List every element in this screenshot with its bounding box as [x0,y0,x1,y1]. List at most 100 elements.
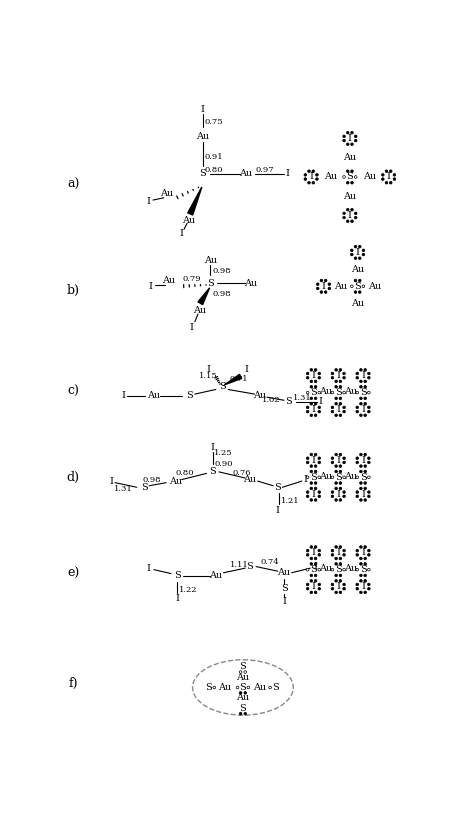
Text: S: S [335,388,342,397]
Text: 0.80: 0.80 [175,470,194,477]
Circle shape [247,686,250,689]
Circle shape [356,583,358,586]
Circle shape [335,487,337,490]
Circle shape [356,568,358,571]
Text: S: S [239,704,246,713]
Circle shape [318,456,320,460]
Text: I: I [146,564,150,572]
Text: S: S [360,565,366,574]
Circle shape [339,453,342,456]
Circle shape [339,562,342,566]
Circle shape [339,402,342,405]
Circle shape [393,173,396,176]
Circle shape [335,397,337,400]
Circle shape [239,691,242,694]
Circle shape [339,481,342,484]
Circle shape [306,411,309,413]
Circle shape [318,549,320,552]
Text: 0.98: 0.98 [143,476,162,484]
Text: Au: Au [253,683,266,692]
Circle shape [358,246,361,248]
Circle shape [320,279,323,282]
Circle shape [335,580,337,582]
Text: S: S [186,392,193,400]
Circle shape [318,495,320,497]
Circle shape [343,377,346,379]
Text: S: S [205,683,212,692]
Circle shape [310,402,313,405]
Circle shape [331,377,334,379]
Circle shape [318,568,320,571]
Text: S: S [199,169,206,178]
Circle shape [343,461,346,464]
Text: Au: Au [237,693,249,702]
Circle shape [239,712,242,715]
Circle shape [306,456,309,460]
Circle shape [310,397,313,400]
Circle shape [314,465,317,467]
Circle shape [360,402,362,405]
Text: Au: Au [319,472,332,481]
Circle shape [343,392,346,394]
Text: I: I [148,282,152,291]
Circle shape [312,182,315,184]
Circle shape [364,574,366,576]
Circle shape [343,583,346,586]
Circle shape [335,481,337,484]
Circle shape [316,177,318,181]
Circle shape [356,549,358,552]
Text: I: I [336,582,340,591]
Circle shape [314,414,317,416]
Circle shape [382,177,384,181]
Text: S: S [346,172,353,182]
Circle shape [339,487,342,490]
Text: 1.15: 1.15 [200,372,218,380]
Circle shape [343,491,346,493]
Circle shape [367,377,370,379]
Circle shape [310,380,313,382]
Circle shape [339,465,342,467]
Circle shape [350,249,353,252]
Circle shape [362,285,365,287]
Circle shape [360,465,362,467]
Circle shape [318,491,320,493]
Text: Au: Au [351,265,364,274]
Text: I: I [311,490,316,499]
Text: 1.21: 1.21 [281,497,300,505]
Text: I: I [348,134,352,143]
Text: S: S [246,562,253,571]
Circle shape [360,453,362,456]
Circle shape [351,143,353,146]
Circle shape [364,453,366,456]
Text: I: I [319,397,322,407]
Circle shape [355,176,357,178]
Circle shape [364,487,366,490]
Circle shape [343,554,346,556]
Text: S: S [210,467,216,476]
Circle shape [355,212,357,215]
Circle shape [354,246,357,248]
Circle shape [314,453,317,456]
Circle shape [390,170,392,172]
Circle shape [335,591,337,594]
Circle shape [314,580,317,582]
Text: Au: Au [196,132,209,142]
Circle shape [320,291,323,293]
Circle shape [244,691,246,694]
Text: S: S [281,584,287,592]
Circle shape [343,212,346,215]
Circle shape [314,562,317,566]
Circle shape [306,495,309,497]
Circle shape [308,182,310,184]
Text: S: S [310,565,317,574]
Text: I: I [336,456,340,465]
Circle shape [306,549,309,552]
Circle shape [318,554,320,556]
Text: I: I [336,372,340,380]
Circle shape [335,470,337,473]
Circle shape [331,456,334,460]
Circle shape [304,173,307,176]
Text: 0.97: 0.97 [255,166,274,174]
Circle shape [360,470,362,473]
Circle shape [343,217,346,219]
